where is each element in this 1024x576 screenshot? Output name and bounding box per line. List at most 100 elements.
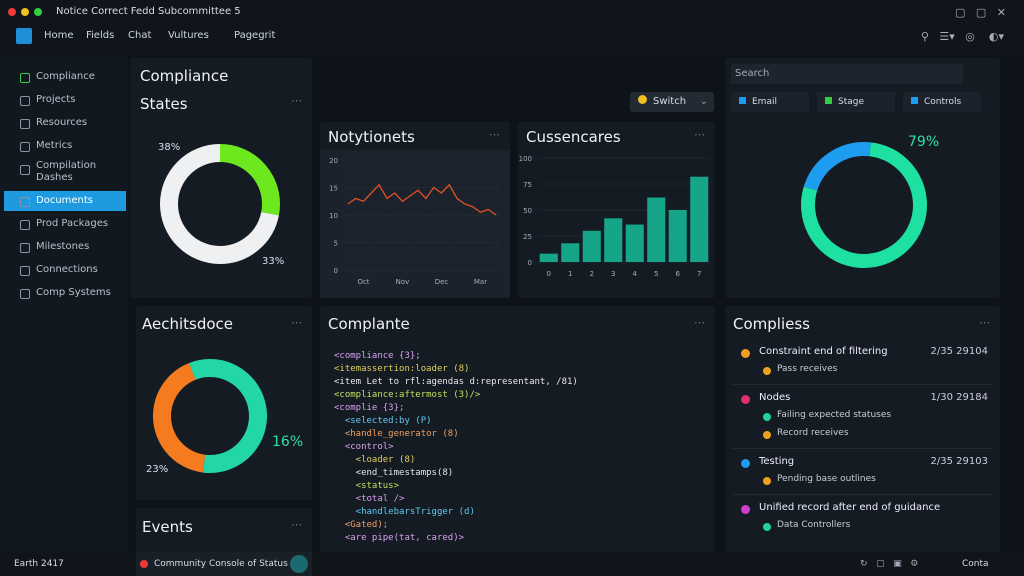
x-tick-label: 1: [568, 270, 572, 278]
close-dot[interactable]: [8, 8, 16, 16]
sidebar-item[interactable]: Documents: [36, 195, 94, 206]
filter-icon: [739, 97, 746, 104]
x-tick-label: 0: [547, 270, 551, 278]
list-panel: Compliess ⋯ Constraint end of filtering 2…: [725, 306, 1000, 552]
sidebar-icon: [20, 119, 30, 129]
sidebar-icon: [20, 243, 30, 253]
sidebar-item[interactable]: Compilation Dashes: [36, 160, 97, 183]
max-dot[interactable]: [34, 8, 42, 16]
filter-dropdown[interactable]: Controls: [903, 92, 981, 112]
filter-icon: [825, 97, 832, 104]
status-icon[interactable]: [290, 555, 308, 573]
bar: [690, 176, 709, 262]
bar: [582, 230, 601, 262]
x-tick-label: Dec: [435, 278, 449, 286]
window-title: Notice Correct Fedd Subcommittee 5: [56, 6, 241, 17]
menu-item[interactable]: Pagegrit: [234, 30, 276, 41]
sub-dot: [763, 477, 771, 485]
menu-dots[interactable]: ⋯: [489, 128, 500, 141]
status-icons[interactable]: ↻ ▢ ▣ ⚙: [860, 559, 919, 569]
architecture-panel: Aechitsdoce ⋯ 23% 16%: [136, 306, 312, 500]
bar: [604, 218, 623, 262]
status-dot: [140, 560, 148, 568]
y-tick-label: 20: [329, 157, 338, 165]
donut-annotation: 16%: [272, 434, 303, 450]
menu-dots[interactable]: ⋯: [291, 94, 302, 107]
status-right: Conta: [962, 559, 989, 569]
menu-dots[interactable]: ⋯: [291, 316, 302, 329]
sidebar-item[interactable]: Resources: [36, 117, 88, 128]
code-line: <end_timestamps(8): [334, 468, 454, 478]
sidebar-icon: [20, 73, 30, 83]
sidebar-icon: [20, 289, 30, 299]
donut-annotation: 33%: [262, 256, 284, 267]
status-left: Earth 2417: [14, 559, 64, 569]
menu-item[interactable]: Vultures: [168, 30, 209, 41]
bar: [561, 243, 580, 262]
donut-annotation: 38%: [158, 142, 180, 153]
x-tick-label: 5: [654, 270, 658, 278]
item-time: 2/35 29103: [930, 456, 988, 467]
item-title[interactable]: Unified record after end of guidance: [759, 502, 941, 513]
y-tick-label: 100: [519, 155, 532, 163]
switch-button[interactable]: Switch ⌄: [630, 92, 714, 112]
y-tick-label: 0: [334, 267, 338, 275]
y-tick-label: 50: [523, 207, 532, 215]
filter-dropdown[interactable]: Stage: [817, 92, 895, 112]
min-dot[interactable]: [21, 8, 29, 16]
sidebar-item[interactable]: Prod Packages: [36, 218, 109, 229]
item-dot: [741, 459, 750, 468]
code-line: <complie {3};: [334, 403, 405, 413]
item-title[interactable]: Constraint end of filtering: [759, 346, 888, 357]
sub-item: Failing expected statuses: [777, 410, 892, 420]
menu-dots[interactable]: ⋯: [979, 316, 990, 329]
panel-subtitle: States: [140, 95, 188, 113]
sidebar-icon: [20, 96, 30, 106]
toolbar-icons[interactable]: ⚲ ☰▾ ◎ ◐▾: [920, 30, 1004, 43]
sidebar-item[interactable]: Comp Systems: [36, 287, 111, 298]
search-box[interactable]: Search: [731, 64, 963, 84]
status-middle[interactable]: Community Console of Status: [136, 552, 312, 576]
switch-icon: [638, 95, 647, 104]
filter-label: Email: [752, 97, 777, 107]
menu-dots[interactable]: ⋯: [291, 518, 302, 531]
bar: [647, 197, 666, 262]
x-tick-label: 2: [590, 270, 594, 278]
events-panel: Events ⋯: [136, 508, 312, 552]
panel-title: Compliess: [733, 315, 810, 333]
sidebar-item[interactable]: Milestones: [36, 241, 90, 252]
panel-title: Cussencares: [526, 128, 621, 146]
sidebar-icon: [20, 165, 30, 175]
code-line: <selected:by (P): [334, 416, 432, 426]
menu-item[interactable]: Chat: [128, 30, 152, 41]
sub-dot: [763, 523, 771, 531]
sidebar-item[interactable]: Metrics: [36, 140, 73, 151]
code-block: <compliance {3}; <itemassertion:loader (8…: [334, 350, 578, 545]
sidebar-item[interactable]: Compliance: [36, 71, 95, 82]
switch-label: Switch: [653, 96, 687, 107]
menu-item[interactable]: Fields: [86, 30, 115, 41]
sub-dot: [763, 431, 771, 439]
notifications-panel: Notytionets ⋯ 0 5 10 15 20 Oct Nov Dec Mar: [320, 122, 510, 298]
menu-dots[interactable]: ⋯: [694, 128, 705, 141]
code-line: <Gated);: [334, 520, 389, 530]
y-tick-label: 0: [528, 259, 532, 267]
item-title[interactable]: Nodes: [759, 392, 791, 403]
sidebar-item[interactable]: Projects: [36, 94, 76, 105]
sidebar-icon: [20, 142, 30, 152]
filter-dropdown[interactable]: Email: [731, 92, 809, 112]
line-chart: 0 5 10 15 20 Oct Nov Dec Mar: [320, 150, 510, 298]
window-controls[interactable]: ▢ ▢ ✕: [955, 6, 1006, 19]
menu-dots[interactable]: ⋯: [694, 316, 705, 329]
sub-item: Data Controllers: [777, 520, 851, 530]
code-line: <handle_generator (8): [334, 429, 459, 439]
states-panel: Compliance States ⋯ 38% 33%: [130, 58, 312, 298]
code-line: <itemassertion:loader (8): [334, 364, 470, 374]
item-title[interactable]: Testing: [759, 456, 795, 467]
sub-item: Record receives: [777, 428, 849, 438]
code-line: <loader (8): [334, 455, 416, 465]
donut-segment: [801, 142, 927, 268]
sidebar-item[interactable]: Connections: [36, 264, 98, 275]
sub-item: Pending base outlines: [777, 474, 876, 484]
menu-item[interactable]: Home: [44, 30, 74, 41]
